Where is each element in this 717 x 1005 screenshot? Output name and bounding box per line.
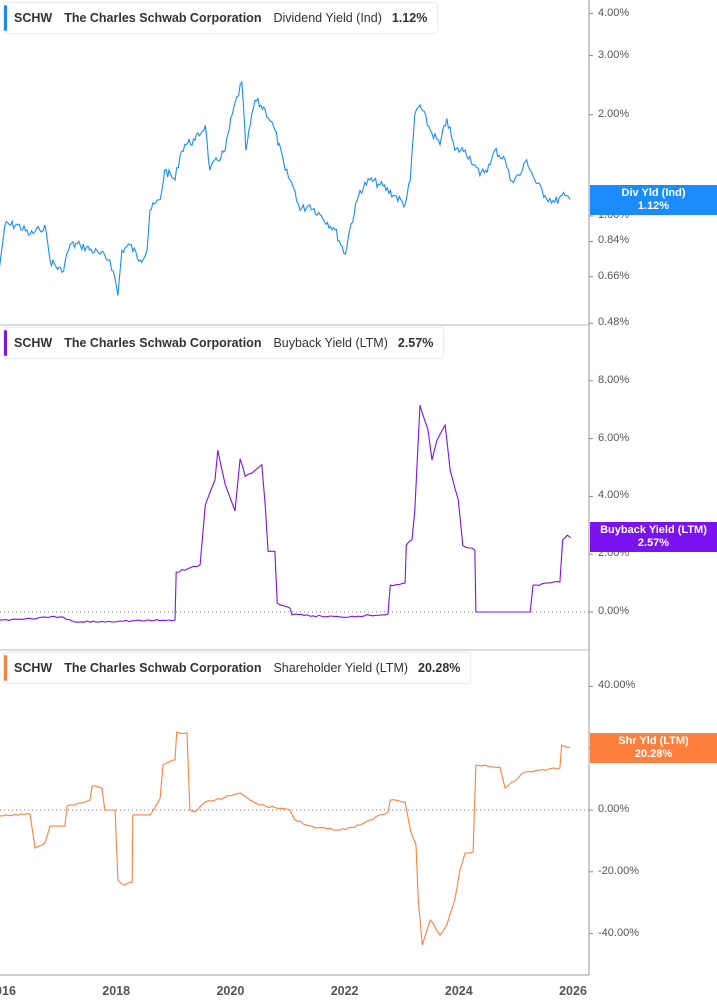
x-tick-label: 2022 <box>330 984 359 998</box>
legend-value: 20.28% <box>418 661 461 675</box>
x-tick-label: 2016 <box>0 984 16 998</box>
legend-ticker: SCHW <box>14 661 53 675</box>
legend-metric: Dividend Yield (Ind) <box>273 11 382 25</box>
legend-dividend[interactable]: SCHW The Charles Schwab Corporation Divi… <box>3 2 439 34</box>
badge-value: 2.57% <box>637 537 670 549</box>
y-tick-label: 0.00% <box>598 803 630 815</box>
value-badge-shareholder: Shr Yld (LTM) 20.28% <box>590 733 717 763</box>
legend-company: The Charles Schwab Corporation <box>64 336 262 350</box>
legend-value: 1.12% <box>391 11 428 25</box>
y-tick-label: -20.00% <box>598 864 639 877</box>
y-tick-label: 0.84% <box>598 234 630 247</box>
value-badge-buyback: Buyback Yield (LTM) 2.57% <box>590 522 717 552</box>
y-tick-label: 0.48% <box>598 316 630 329</box>
badge-value: 20.28% <box>634 748 673 760</box>
x-tick-label: 2018 <box>102 984 131 998</box>
legend-ticker: SCHW <box>14 336 53 350</box>
y-tick-label: 4.00% <box>598 6 630 19</box>
legend-metric: Buyback Yield (LTM) <box>273 336 388 350</box>
legend-company: The Charles Schwab Corporation <box>64 661 262 675</box>
y-tick-label: 3.00% <box>598 48 630 61</box>
x-tick-label: 2020 <box>216 984 245 998</box>
legend-color-bar <box>4 5 7 31</box>
legend-ticker: SCHW <box>14 11 53 25</box>
y-tick-label: 6.00% <box>598 431 630 444</box>
badge-label: Div Yld (Ind) <box>621 187 686 199</box>
badge-value: 1.12% <box>637 200 670 212</box>
y-tick-label: 4.00% <box>598 489 630 502</box>
legend-company: The Charles Schwab Corporation <box>64 11 262 25</box>
y-tick-label: 2.00% <box>598 107 630 120</box>
y-tick-label: 8.00% <box>598 373 630 386</box>
y-tick-label: 0.66% <box>598 269 630 282</box>
value-badge-dividend: Div Yld (Ind) 1.12% <box>590 185 717 215</box>
x-tick-label: 2026 <box>559 984 587 998</box>
legend-value: 2.57% <box>397 336 434 350</box>
badge-label: Buyback Yield (LTM) <box>600 524 707 536</box>
y-tick-label: 40.00% <box>598 679 636 692</box>
badge-label: Shr Yld (LTM) <box>618 735 689 747</box>
x-tick-label: 2024 <box>444 984 473 998</box>
legend-metric: Shareholder Yield (LTM) <box>273 661 409 675</box>
y-tick-label: 0.00% <box>598 605 630 617</box>
y-tick-label: -40.00% <box>598 926 639 939</box>
series-line-shareholder <box>0 731 571 946</box>
legend-color-bar <box>4 330 7 356</box>
legend-color-bar <box>4 655 7 681</box>
series-line-dividend <box>0 80 571 296</box>
legend-buyback[interactable]: SCHW The Charles Schwab Corporation Buyb… <box>3 327 445 359</box>
series-line-buyback <box>0 404 572 623</box>
legend-shareholder[interactable]: SCHW The Charles Schwab Corporation Shar… <box>3 652 472 684</box>
